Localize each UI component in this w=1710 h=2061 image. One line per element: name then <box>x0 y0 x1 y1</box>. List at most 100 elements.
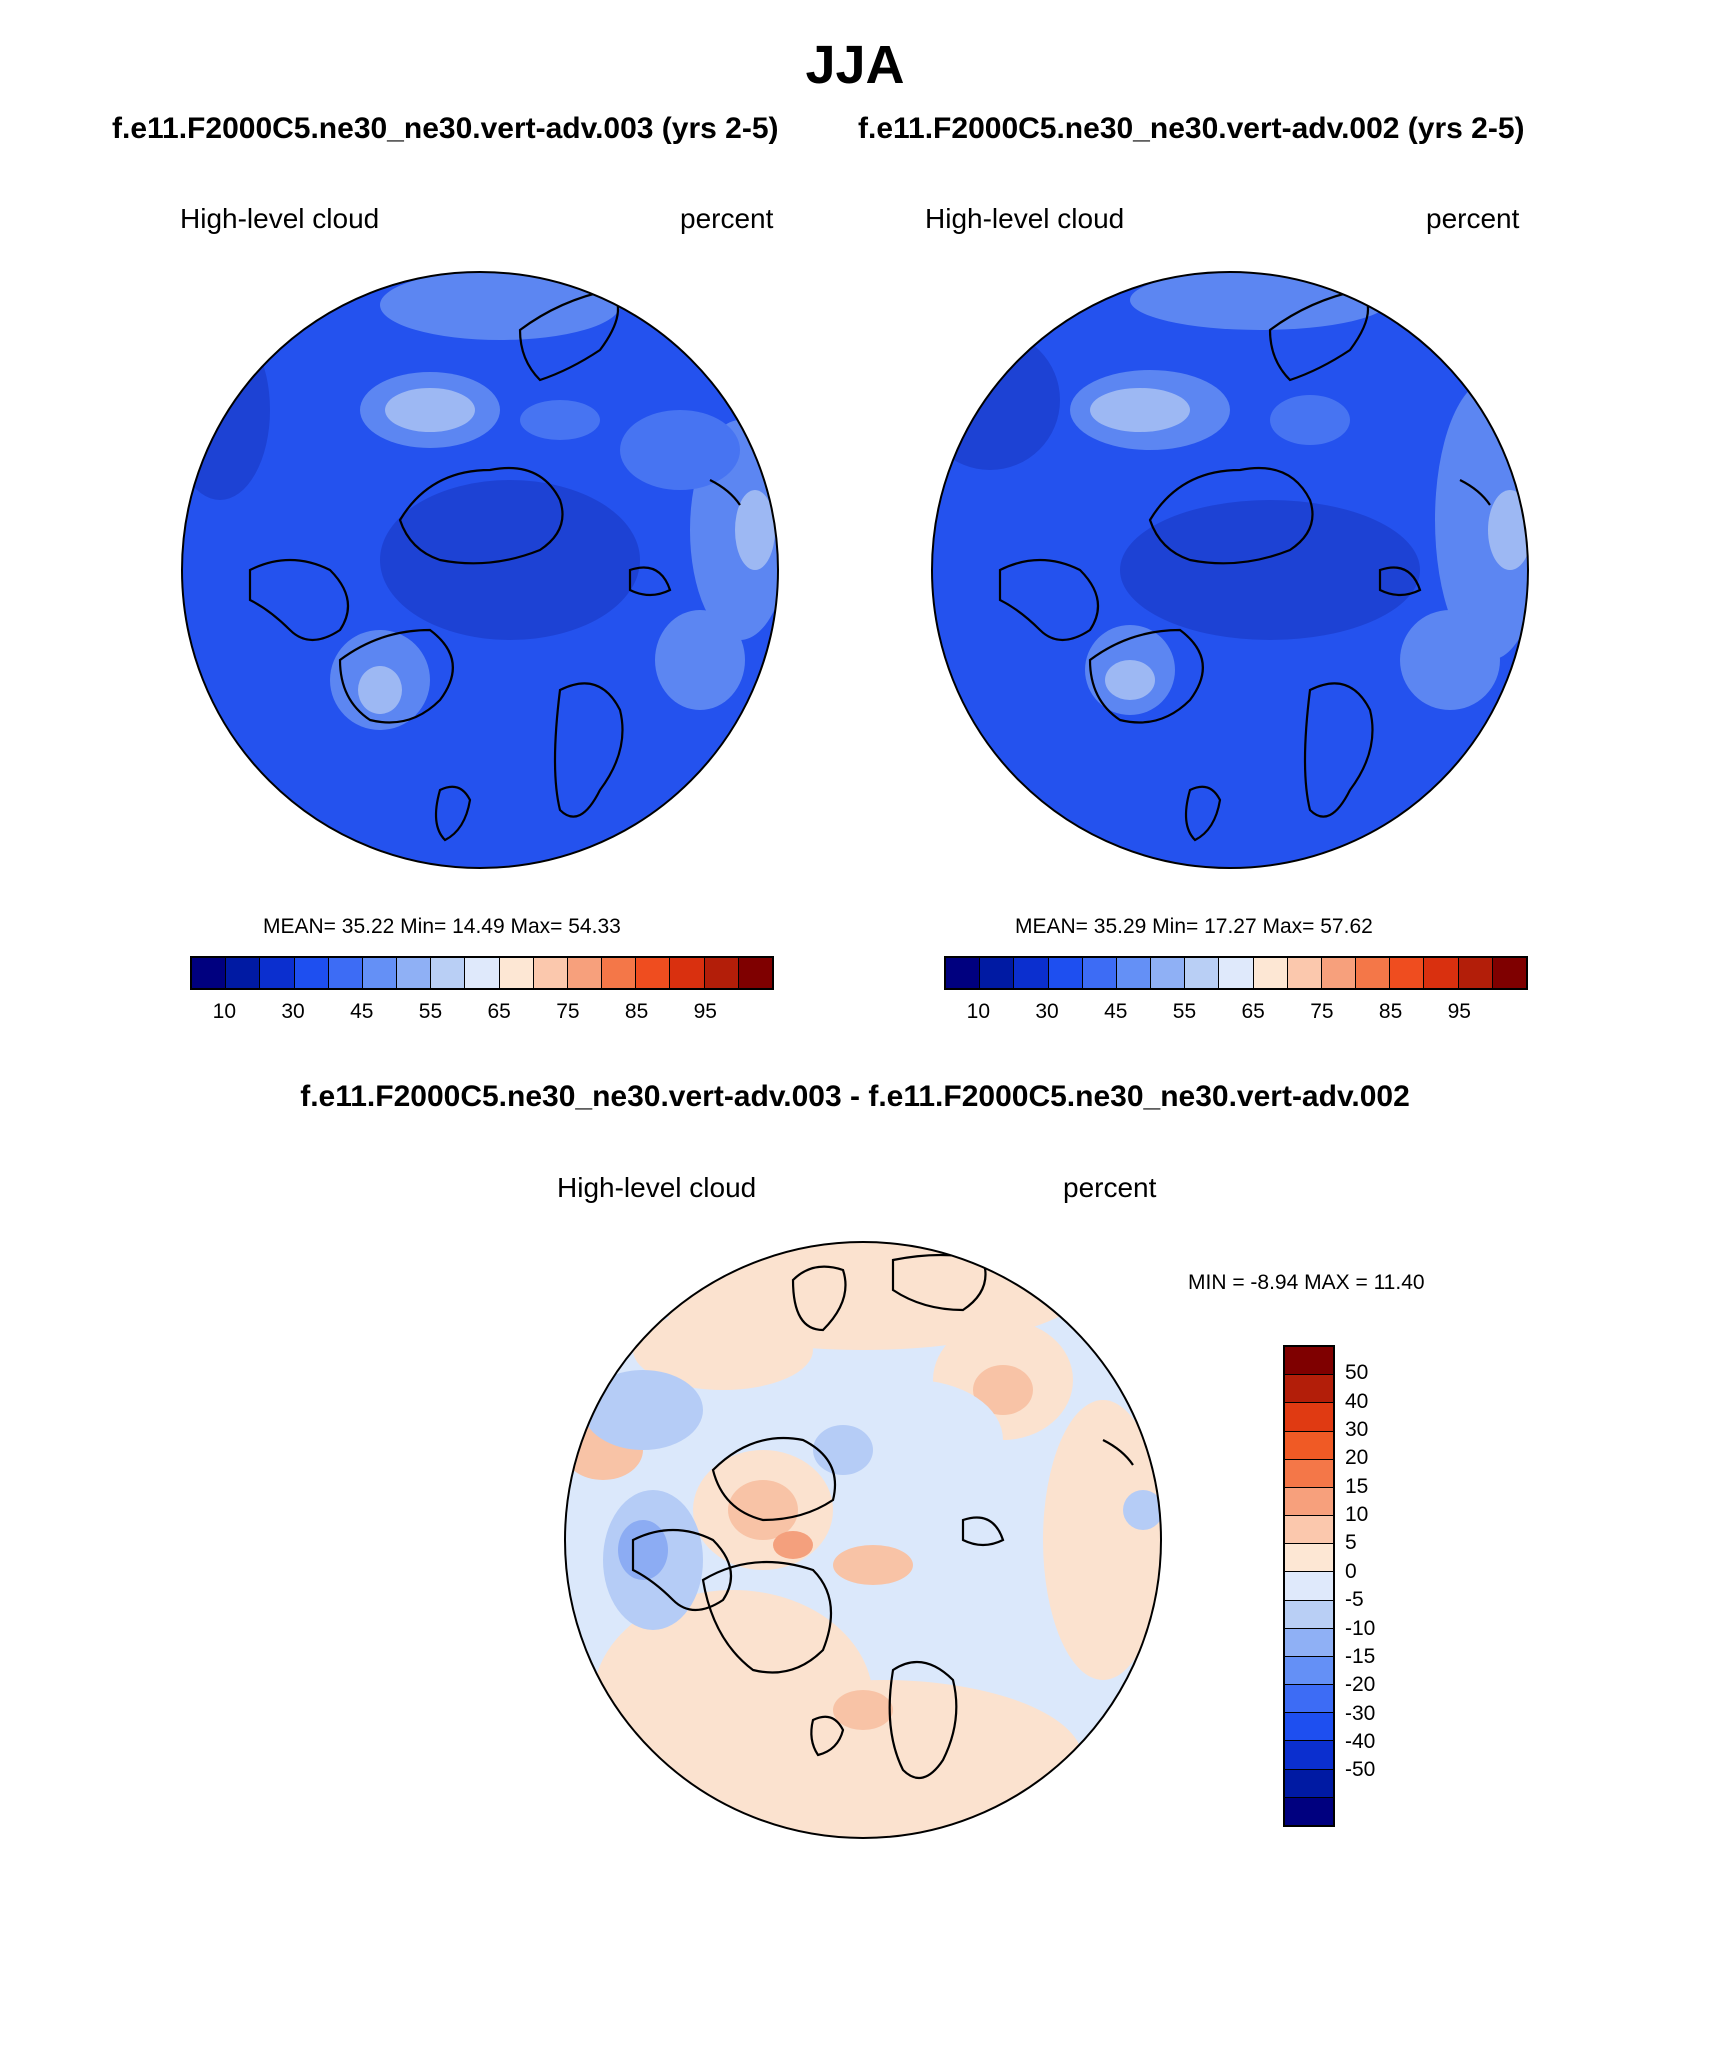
colorbar-swatch <box>1285 1713 1333 1742</box>
colorbar-swatch <box>946 958 981 988</box>
colorbar-swatch <box>499 958 534 988</box>
panel2-lighter-region <box>1090 388 1190 432</box>
panel1-light-region <box>380 272 620 340</box>
colorbar-swatch <box>362 958 398 988</box>
panel3-difference-map <box>564 1241 1162 1839</box>
panel3-colorbar-ticks: 50 40 30 20 15 10 5 0 -5 -10 -15 -20 -30 -40 -50 <box>1345 1345 1405 1827</box>
colorbar-swatch <box>1285 1375 1333 1404</box>
colorbar-swatch <box>1185 958 1220 988</box>
colorbar-tick-label: 55 <box>418 1000 443 1023</box>
colorbar-swatch <box>980 958 1015 988</box>
panel3-units: percent <box>1063 1172 1157 1203</box>
panel2-coastlines <box>998 288 1491 842</box>
colorbar-swatch <box>1285 1403 1333 1432</box>
panel3-positive-region <box>683 1680 1083 1838</box>
colorbar-tick-label: -30 <box>1345 1701 1376 1725</box>
colorbar-tick-label: 95 <box>693 1000 717 1023</box>
colorbar-tick-label: -10 <box>1345 1616 1376 1640</box>
right-case-title: f.e11.F2000C5.ne30_ne30.vert-adv.002 (yr… <box>858 112 1525 145</box>
panel1-light-region <box>620 410 740 490</box>
colorbar-swatch <box>1082 958 1117 988</box>
panel2-units: percent <box>1426 203 1520 234</box>
colorbar-tick-label: 65 <box>1241 1000 1265 1023</box>
colorbar-swatch <box>294 958 329 988</box>
colorbar-tick-label: 75 <box>556 1000 580 1023</box>
colorbar-tick-label: 85 <box>1378 1000 1403 1023</box>
colorbar-tick-label: 30 <box>1345 1418 1369 1442</box>
colorbar-swatch <box>1356 958 1391 988</box>
panel1-lighter-region <box>735 490 775 570</box>
colorbar-swatch <box>670 958 705 988</box>
panel2-colorbar <box>944 956 1528 990</box>
colorbar-tick-label: 45 <box>1104 1000 1128 1023</box>
colorbar-tick-label: 20 <box>1345 1446 1369 1470</box>
panel3-positive-region <box>1043 1400 1161 1680</box>
colorbar-swatch <box>1285 1797 1333 1825</box>
panel3-positive-strong <box>773 1531 813 1559</box>
colorbar-swatch <box>636 958 671 988</box>
panel3-variable: High-level cloud <box>557 1172 757 1203</box>
colorbar-swatch <box>397 958 432 988</box>
colorbar-tick-label: 10 <box>966 1000 991 1023</box>
panel3-negative-region <box>813 1425 873 1475</box>
panel1-stats: MEAN= 35.22 Min= 14.49 Max= 54.33 <box>263 915 621 938</box>
colorbar-swatch <box>1458 958 1493 988</box>
colorbar-swatch <box>533 958 568 988</box>
colorbar-swatch <box>1285 1741 1333 1770</box>
colorbar-swatch <box>1219 958 1254 988</box>
colorbar-swatch <box>260 958 295 988</box>
panel3-positive-strong <box>973 1365 1033 1415</box>
panel2-stats: MEAN= 35.29 Min= 17.27 Max= 57.62 <box>1015 915 1373 938</box>
colorbar-tick-label: -40 <box>1345 1729 1376 1753</box>
panel3-map-border <box>564 1241 1162 1839</box>
panel3-colorbar <box>1283 1345 1335 1827</box>
panel1-light-region <box>520 400 600 440</box>
panel3-neutral-region <box>983 1620 1063 1700</box>
panel2-light-region <box>1270 395 1350 445</box>
colorbar-tick-label: -5 <box>1345 1588 1364 1612</box>
colorbar-tick-label: 30 <box>1035 1000 1059 1023</box>
panel3-negative-strong <box>618 1520 668 1580</box>
colorbar-swatch <box>1492 958 1526 988</box>
colorbar-tick-label: 65 <box>487 1000 511 1023</box>
colorbar-swatch <box>328 958 363 988</box>
colorbar-swatch <box>1285 1516 1333 1545</box>
colorbar-swatch <box>1048 958 1083 988</box>
panel3-neutral-region <box>823 1380 1003 1500</box>
colorbar-swatch <box>1285 1431 1333 1460</box>
left-case-title: f.e11.F2000C5.ne30_ne30.vert-adv.003 (yr… <box>112 112 779 145</box>
panel1-lighter-region <box>358 666 402 714</box>
season-title: JJA <box>805 35 905 95</box>
panel2-dark-region <box>1120 500 1420 640</box>
colorbar-swatch <box>465 958 500 988</box>
colorbar-tick-label: 50 <box>1345 1361 1369 1385</box>
colorbar-swatch <box>1285 1487 1333 1517</box>
panel2-map-border <box>931 271 1529 869</box>
colorbar-swatch <box>567 958 603 988</box>
panel3-positive-region <box>633 1310 813 1390</box>
colorbar-swatch <box>1285 1685 1333 1714</box>
panel1-light-region <box>655 610 745 710</box>
colorbar-tick-label: 10 <box>1345 1503 1369 1527</box>
panel1-polar-map <box>181 271 779 869</box>
panel3-negative-region <box>583 1370 703 1450</box>
colorbar-swatch <box>431 958 466 988</box>
colorbar-swatch <box>1253 958 1288 988</box>
colorbar-swatch <box>1285 1459 1333 1488</box>
colorbar-swatch <box>1287 958 1322 988</box>
colorbar-swatch <box>226 958 261 988</box>
colorbar-swatch <box>1424 958 1459 988</box>
panel2-polar-map <box>931 271 1529 869</box>
colorbar-tick-label: 10 <box>212 1000 237 1023</box>
panel3-stats: MIN = -8.94 MAX = 11.40 <box>1188 1271 1425 1294</box>
panel2-lighter-region <box>1105 660 1155 700</box>
colorbar-swatch <box>192 958 227 988</box>
colorbar-swatch <box>1285 1769 1333 1798</box>
colorbar-swatch <box>1285 1347 1333 1376</box>
colorbar-swatch <box>1285 1572 1333 1601</box>
panel3-coastlines <box>631 1253 1134 1780</box>
panel2-lighter-region <box>1488 490 1528 570</box>
colorbar-swatch <box>602 958 637 988</box>
colorbar-swatch <box>1285 1656 1333 1686</box>
colorbar-tick-label: 75 <box>1310 1000 1334 1023</box>
